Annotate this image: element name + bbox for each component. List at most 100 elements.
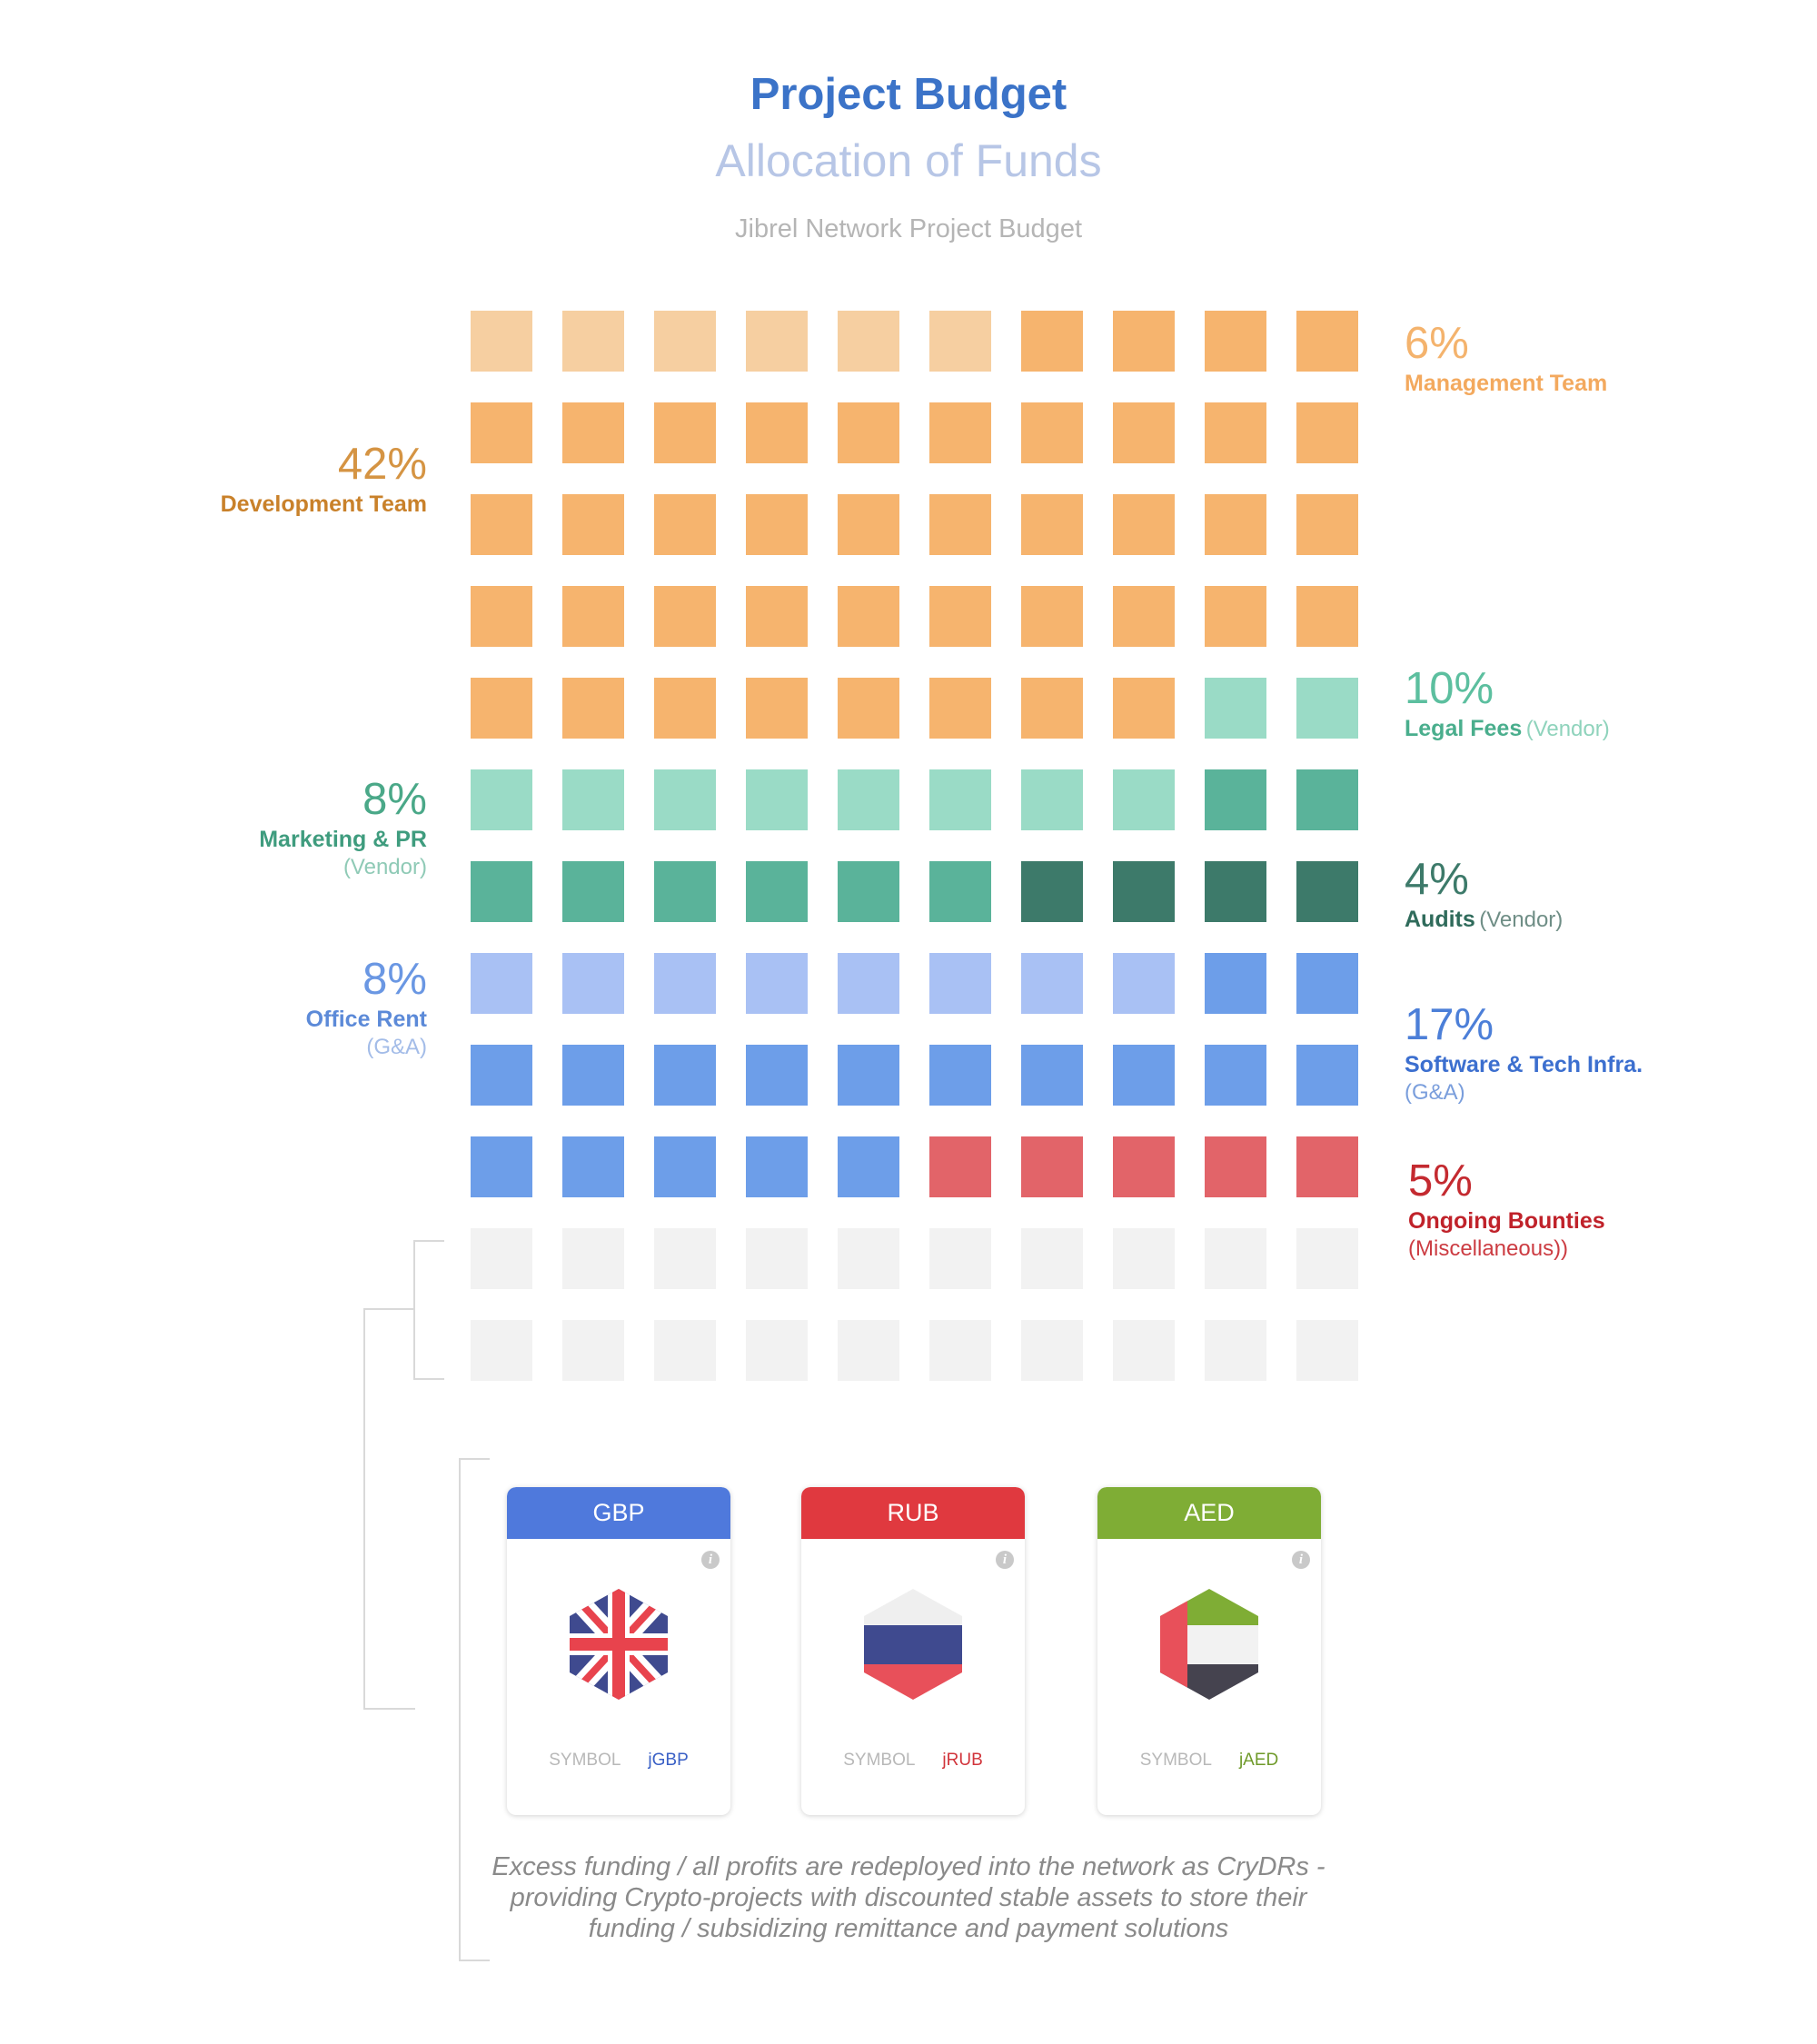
legal-name: Legal Fees xyxy=(1405,716,1523,741)
footnote: Excess funding / all profits are redeplo… xyxy=(491,1852,1326,1943)
waffle-cell-development xyxy=(1205,402,1266,463)
bounties-percent: 5% xyxy=(1408,1156,1473,1206)
waffle-cell-empty xyxy=(1021,1320,1083,1381)
waffle-cell-empty xyxy=(746,1228,808,1289)
waffle-cell-development xyxy=(1113,311,1175,372)
symbol-row-gbp: SYMBOL jGBP xyxy=(507,1751,730,1771)
waffle-cell-software xyxy=(1296,1045,1358,1106)
waffle-cell-empty xyxy=(654,1320,716,1381)
waffle-cell-development xyxy=(1113,402,1175,463)
waffle-cell-development xyxy=(562,586,624,647)
waffle-cell-development xyxy=(838,402,899,463)
label-development: 42% Development Team xyxy=(191,439,427,519)
management-name: Management Team xyxy=(1405,371,1608,396)
waffle-cell-software xyxy=(1113,1045,1175,1106)
waffle-cell-legal xyxy=(1296,678,1358,739)
waffle-cell-software xyxy=(654,1045,716,1106)
currency-card-rub[interactable]: RUB i SYMBOL jRUB xyxy=(801,1487,1025,1815)
waffle-cell-legal xyxy=(562,769,624,830)
waffle-cell-development xyxy=(1021,494,1083,555)
waffle-cell-office xyxy=(1021,953,1083,1014)
waffle-cell-empty xyxy=(1021,1228,1083,1289)
waffle-cell-empty xyxy=(838,1228,899,1289)
waffle-cell-marketing xyxy=(654,861,716,922)
management-percent: 6% xyxy=(1405,319,1469,368)
waffle-cell-development xyxy=(471,678,532,739)
russia-flag-icon xyxy=(864,1589,962,1700)
waffle-cell-software xyxy=(838,1136,899,1197)
waffle-cell-management xyxy=(471,311,532,372)
waffle-cell-software xyxy=(1205,1045,1266,1106)
bounties-name: Ongoing Bounties xyxy=(1408,1208,1605,1234)
waffle-cell-software xyxy=(562,1045,624,1106)
info-icon[interactable]: i xyxy=(996,1551,1014,1569)
waffle-cell-legal xyxy=(1205,678,1266,739)
symbol-value-rub: jRUB xyxy=(942,1751,983,1770)
development-name: Development Team xyxy=(220,491,427,517)
info-icon[interactable]: i xyxy=(1292,1551,1310,1569)
waffle-cell-software xyxy=(1296,953,1358,1014)
office-percent: 8% xyxy=(362,955,427,1004)
waffle-cell-audits xyxy=(1296,861,1358,922)
waffle-cell-development xyxy=(929,678,991,739)
waffle-cell-development xyxy=(1296,402,1358,463)
waffle-cell-empty xyxy=(562,1228,624,1289)
waffle-cell-development xyxy=(1296,494,1358,555)
software-name: Software & Tech Infra. xyxy=(1405,1052,1643,1077)
waffle-cell-development xyxy=(1113,586,1175,647)
waffle-cell-development xyxy=(838,678,899,739)
waffle-cell-empty xyxy=(1205,1320,1266,1381)
audits-sub: (Vendor) xyxy=(1479,908,1564,932)
waffle-cell-software xyxy=(471,1136,532,1197)
legal-percent: 10% xyxy=(1405,664,1494,713)
waffle-cell-empty xyxy=(929,1228,991,1289)
waffle-cell-audits xyxy=(1113,861,1175,922)
waffle-cell-development xyxy=(654,402,716,463)
waffle-cell-office xyxy=(654,953,716,1014)
waffle-cell-software xyxy=(746,1136,808,1197)
waffle-cell-development xyxy=(1021,586,1083,647)
waffle-cell-development xyxy=(562,402,624,463)
waffle-cell-development xyxy=(1296,586,1358,647)
waffle-cell-empty xyxy=(838,1320,899,1381)
waffle-cell-software xyxy=(654,1136,716,1197)
waffle-cell-development xyxy=(1205,586,1266,647)
waffle-cell-bounties xyxy=(1113,1136,1175,1197)
waffle-cell-management xyxy=(929,311,991,372)
currency-card-gbp[interactable]: GBP i SYMBOL jGBP xyxy=(507,1487,730,1815)
office-name: Office Rent xyxy=(305,1007,427,1032)
waffle-cell-development xyxy=(1205,311,1266,372)
waffle-cell-bounties xyxy=(929,1136,991,1197)
software-sub: (G&A) xyxy=(1405,1080,1465,1105)
bounties-sub: (Miscellaneous)) xyxy=(1408,1236,1569,1261)
waffle-cell-software xyxy=(746,1045,808,1106)
label-legal: 10% Legal Fees (Vendor) xyxy=(1405,663,1704,743)
waffle-cell-management xyxy=(838,311,899,372)
info-icon[interactable]: i xyxy=(701,1551,720,1569)
symbol-label: SYMBOL xyxy=(549,1751,621,1770)
symbol-value-gbp: jGBP xyxy=(648,1751,689,1770)
label-software: 17% Software & Tech Infra. (G&A) xyxy=(1405,999,1704,1106)
waffle-cell-development xyxy=(746,402,808,463)
waffle-cell-software xyxy=(838,1045,899,1106)
software-percent: 17% xyxy=(1405,1000,1494,1049)
waffle-cell-bounties xyxy=(1205,1136,1266,1197)
currency-card-aed[interactable]: AED i SYMBOL jAED xyxy=(1097,1487,1321,1815)
waffle-cell-audits xyxy=(1205,861,1266,922)
waffle-cell-marketing xyxy=(562,861,624,922)
symbol-row-rub: SYMBOL jRUB xyxy=(801,1751,1025,1771)
waffle-cell-management xyxy=(746,311,808,372)
waffle-cell-legal xyxy=(929,769,991,830)
waffle-cell-legal xyxy=(471,769,532,830)
label-bounties: 5% Ongoing Bounties (Miscellaneous)) xyxy=(1408,1156,1708,1263)
waffle-grid xyxy=(471,311,1359,1381)
waffle-cell-development xyxy=(838,586,899,647)
waffle-cell-office xyxy=(1113,953,1175,1014)
marketing-name: Marketing & PR xyxy=(259,827,427,852)
waffle-cell-development xyxy=(838,494,899,555)
waffle-cell-empty xyxy=(746,1320,808,1381)
card-header-aed: AED xyxy=(1097,1487,1321,1539)
marketing-percent: 8% xyxy=(362,775,427,824)
card-header-rub: RUB xyxy=(801,1487,1025,1539)
waffle-cell-empty xyxy=(1113,1228,1175,1289)
